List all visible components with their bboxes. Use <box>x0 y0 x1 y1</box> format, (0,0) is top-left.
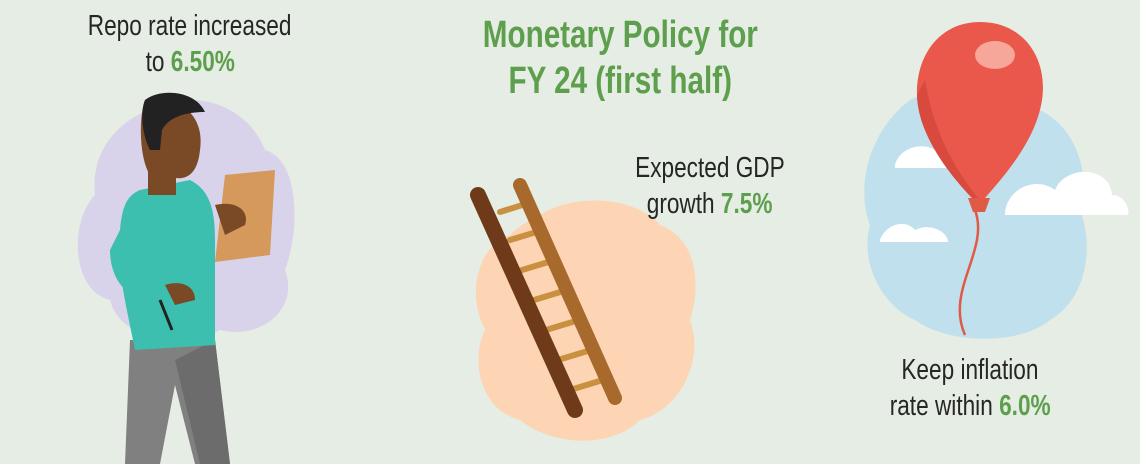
repo-value: 6.50% <box>170 46 235 78</box>
gdp-caption: Expected GDP growth 7.5% <box>600 150 820 222</box>
ladder-icon <box>470 178 622 418</box>
inflation-value: 6.0% <box>998 390 1051 422</box>
title-line-2: FY 24 (first half) <box>508 60 732 102</box>
person-icon <box>110 92 275 464</box>
gdp-prefix: growth <box>647 188 722 220</box>
inflation-line-1: Keep inflation <box>901 354 1039 386</box>
repo-rate-caption: Repo rate increased to 6.50% <box>30 8 350 80</box>
page-title: Monetary Policy for FY 24 (first half) <box>420 12 820 104</box>
repo-prefix: to <box>145 46 171 78</box>
balloon-icon <box>916 22 1043 336</box>
gdp-value: 7.5% <box>721 188 773 220</box>
inflation-caption: Keep inflation rate within 6.0% <box>860 352 1080 424</box>
repo-line-1: Repo rate increased <box>88 10 292 42</box>
inflation-prefix: rate within <box>889 390 999 422</box>
gdp-line-1: Expected GDP <box>635 152 785 184</box>
title-line-1: Monetary Policy for <box>482 14 758 56</box>
cloud-icons <box>880 146 1129 242</box>
